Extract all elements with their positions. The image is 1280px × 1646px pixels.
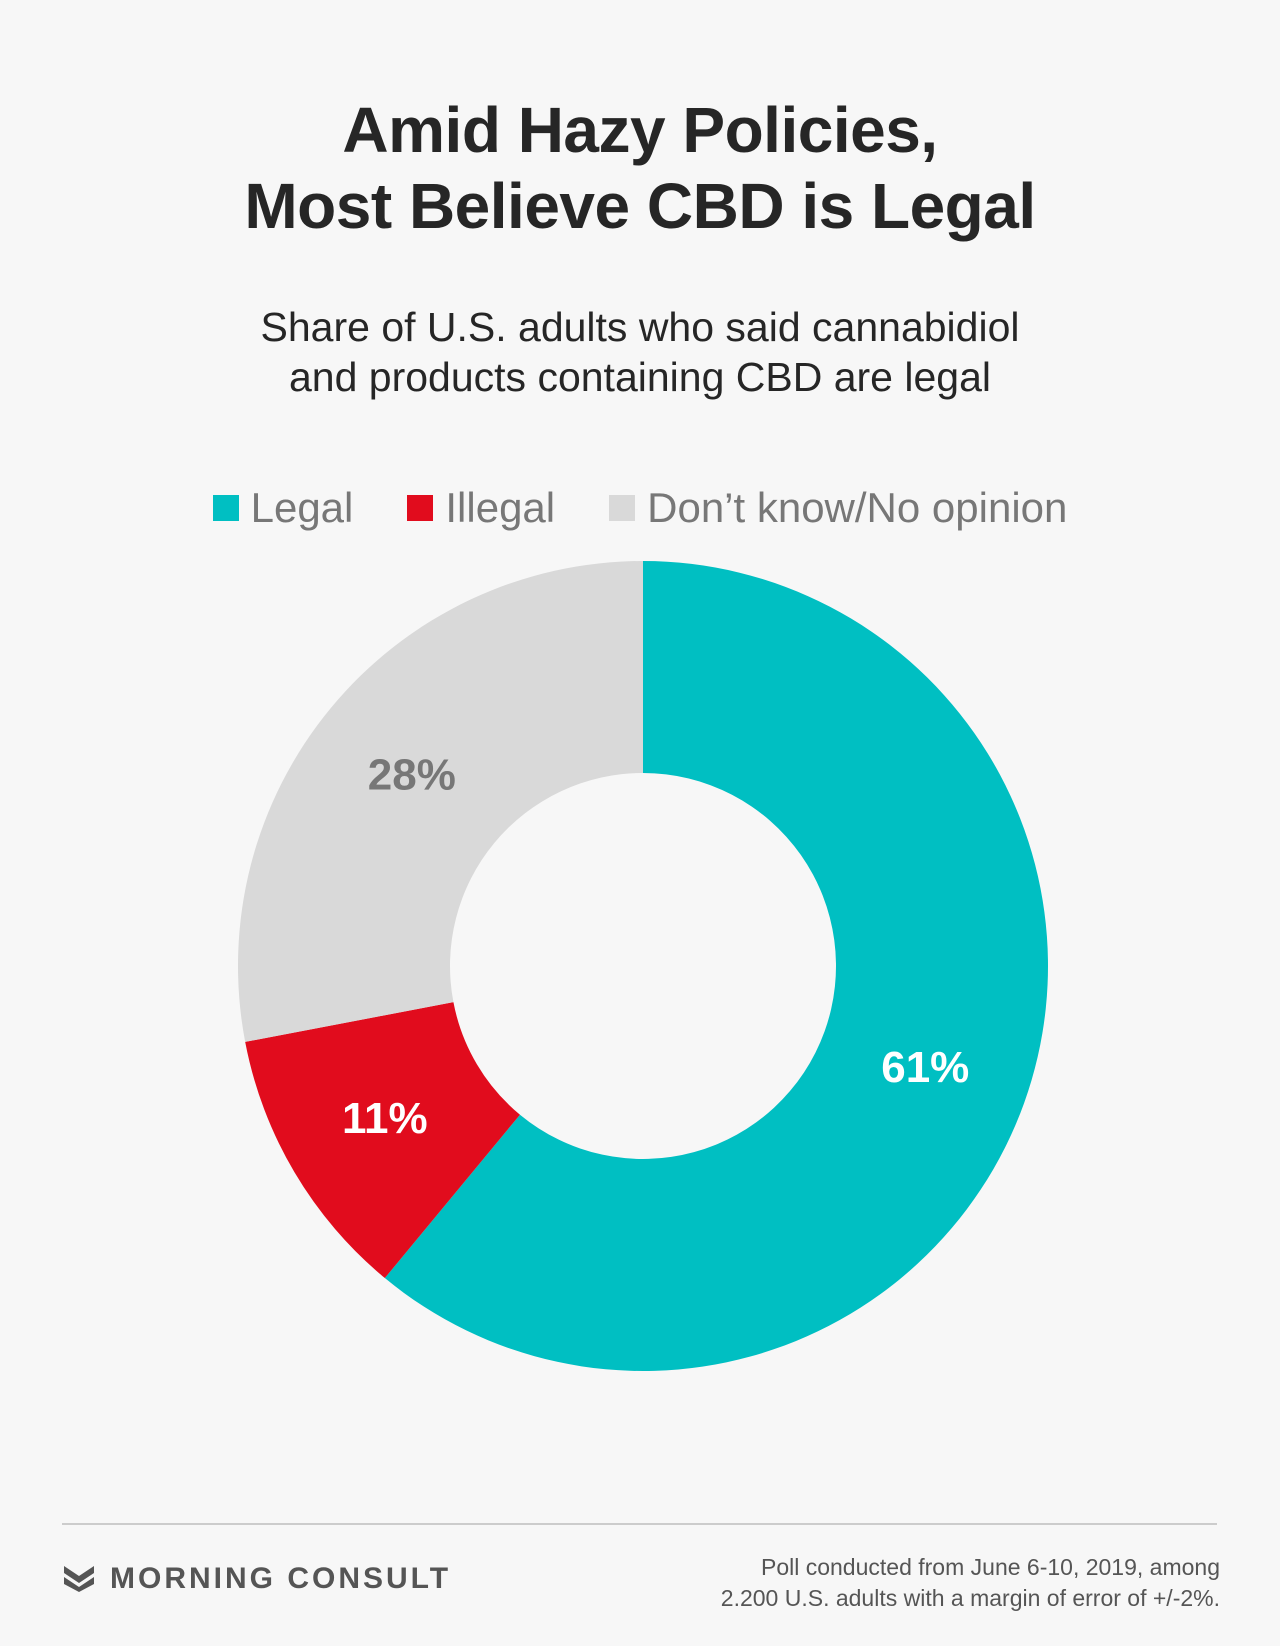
legend-label-illegal: Illegal xyxy=(445,484,556,531)
chart-title: Amid Hazy Policies, Most Believe CBD is … xyxy=(0,92,1280,244)
legend-swatch-dont-know xyxy=(609,495,636,521)
data-label-illegal: 11% xyxy=(342,1094,428,1143)
footer-divider xyxy=(62,1523,1217,1525)
chart-legend: Legal Illegal Don’t know/No opinion xyxy=(0,484,1280,532)
chart-title-line-2: Most Believe CBD is Legal xyxy=(244,170,1036,242)
donut-slice-dont-know xyxy=(237,561,643,1042)
data-label-legal: 61% xyxy=(881,1043,969,1092)
source-note-line-2: 2.200 U.S. adults with a margin of error… xyxy=(720,1585,1220,1611)
legend-item-illegal: Illegal xyxy=(407,484,555,532)
source-note: Poll conducted from June 6-10, 2019, amo… xyxy=(520,1552,1220,1614)
legend-swatch-illegal xyxy=(407,495,434,521)
chart-title-line-1: Amid Hazy Policies, xyxy=(342,94,938,166)
source-note-line-1: Poll conducted from June 6-10, 2019, amo… xyxy=(760,1554,1220,1580)
legend-item-dont-know: Don’t know/No opinion xyxy=(609,484,1067,532)
legend-label-legal: Legal xyxy=(250,484,354,531)
brand-name: MORNING CONSULT xyxy=(110,1562,452,1595)
data-label-dont-know: 28% xyxy=(368,750,456,799)
morning-consult-logo-icon xyxy=(64,1566,94,1592)
legend-label-dont-know: Don’t know/No opinion xyxy=(647,484,1068,531)
legend-item-legal: Legal xyxy=(212,484,354,532)
donut-slice-illegal xyxy=(245,1002,520,1279)
brand-logo: MORNING CONSULT xyxy=(64,1562,451,1596)
chart-subtitle-line-1: Share of U.S. adults who said cannabidio… xyxy=(260,304,1020,350)
donut-slice-legal xyxy=(384,561,1049,1371)
chart-subtitle-line-2: and products containing CBD are legal xyxy=(289,354,991,400)
legend-swatch-legal xyxy=(212,495,239,521)
chart-subtitle: Share of U.S. adults who said cannabidio… xyxy=(0,302,1280,402)
donut-chart: 61% 11% 28% xyxy=(237,561,1049,1371)
